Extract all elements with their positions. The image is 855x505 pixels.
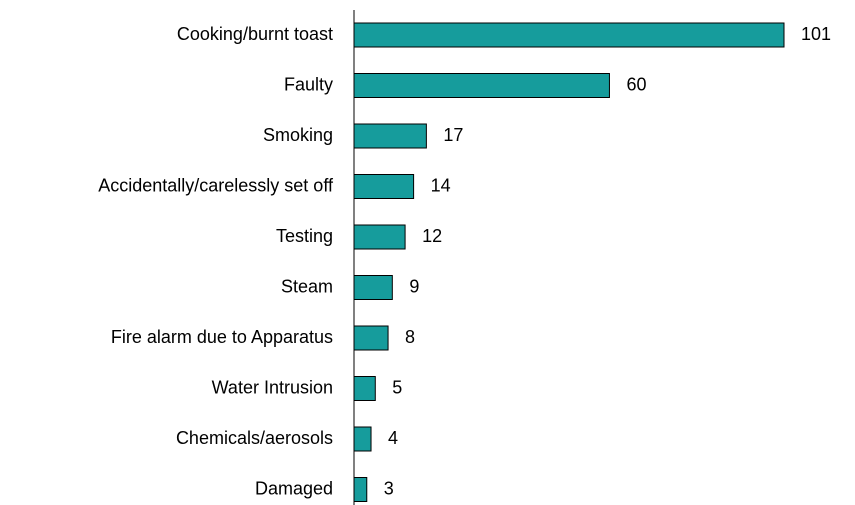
bar <box>353 426 372 452</box>
category-label: Smoking <box>263 125 333 145</box>
bar <box>353 123 427 149</box>
category-label: Chemicals/aerosols <box>176 428 333 448</box>
category-label: Faulty <box>284 74 333 94</box>
value-label: 60 <box>626 74 646 94</box>
category-label: Cooking/burnt toast <box>177 24 333 44</box>
value-label: 12 <box>422 226 442 246</box>
category-label: Fire alarm due to Apparatus <box>111 327 333 347</box>
bar <box>353 325 389 351</box>
value-label: 14 <box>431 175 451 195</box>
value-label: 4 <box>388 428 398 448</box>
value-label: 5 <box>392 377 402 397</box>
value-label: 9 <box>409 276 419 296</box>
value-label: 101 <box>801 24 831 44</box>
bar <box>353 477 368 502</box>
category-label: Accidentally/carelessly set off <box>98 175 334 195</box>
bar <box>353 376 376 401</box>
bar <box>353 73 610 98</box>
category-label: Steam <box>281 276 333 296</box>
category-label: Testing <box>276 226 333 246</box>
value-label: 3 <box>384 478 394 498</box>
category-label: Damaged <box>255 478 333 498</box>
category-label: Water Intrusion <box>212 377 333 397</box>
bar <box>353 224 406 250</box>
bar <box>353 275 393 300</box>
bar <box>353 22 785 48</box>
value-label: 8 <box>405 327 415 347</box>
bar <box>353 174 415 199</box>
value-label: 17 <box>443 125 463 145</box>
